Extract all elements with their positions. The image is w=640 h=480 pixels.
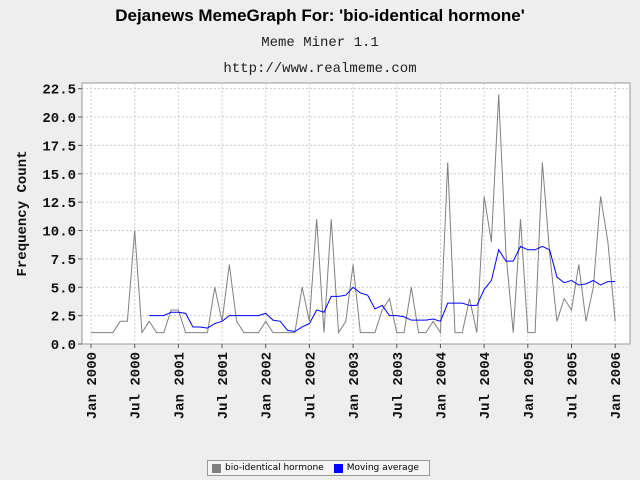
plot-area xyxy=(81,82,631,345)
y-tick-label: 5.0 xyxy=(51,281,76,297)
x-tick-label: Jan 2001 xyxy=(172,352,188,419)
y-tick-label: 15.0 xyxy=(42,168,76,184)
chart-title: Dejanews MemeGraph For: 'bio-identical h… xyxy=(115,6,525,25)
legend-label-average: Moving average xyxy=(346,463,419,473)
series-line-bio-identical-hormone xyxy=(91,94,616,335)
y-tick-label: 10.0 xyxy=(42,225,76,241)
series-line-moving-average xyxy=(149,245,616,333)
y-tick-label: 0.0 xyxy=(51,338,76,354)
x-tick-label: Jul 2005 xyxy=(565,352,581,419)
chart-subtitle-url: http://www.realmeme.com xyxy=(223,61,417,77)
x-tick-label: Jul 2003 xyxy=(391,352,407,419)
y-axis-label: Frequency Count xyxy=(15,150,31,276)
chart-subtitle-app: Meme Miner 1.1 xyxy=(261,35,379,51)
y-tick-label: 12.5 xyxy=(42,196,76,212)
legend-item-average: Moving average xyxy=(333,463,419,473)
x-tick-label: Jul 2004 xyxy=(478,352,494,419)
legend-label-series: bio-identical hormone xyxy=(225,463,324,473)
x-tick-label: Jul 2001 xyxy=(216,352,232,419)
x-tick-label: Jan 2006 xyxy=(609,352,625,419)
x-tick-label: Jan 2005 xyxy=(522,352,538,419)
legend-item-series: bio-identical hormone xyxy=(212,463,324,473)
y-tick-label: 7.5 xyxy=(51,253,76,269)
y-tick-label: 17.5 xyxy=(42,139,76,155)
y-tick-label: 22.5 xyxy=(42,83,76,99)
x-tick-label: Jul 2000 xyxy=(129,352,145,419)
y-tick-label: 20.0 xyxy=(42,111,76,127)
x-tick-label: Jan 2002 xyxy=(260,352,276,419)
x-tick-label: Jan 2003 xyxy=(347,352,363,419)
x-tick-label: Jan 2004 xyxy=(434,352,450,419)
legend-swatch-average xyxy=(333,463,343,473)
y-tick-label: 2.5 xyxy=(51,310,76,326)
x-tick-label: Jan 2000 xyxy=(85,352,101,419)
x-tick-label: Jul 2002 xyxy=(303,352,319,419)
legend-swatch-series xyxy=(212,463,221,473)
chart-legend: bio-identical hormone Moving average xyxy=(207,460,430,476)
